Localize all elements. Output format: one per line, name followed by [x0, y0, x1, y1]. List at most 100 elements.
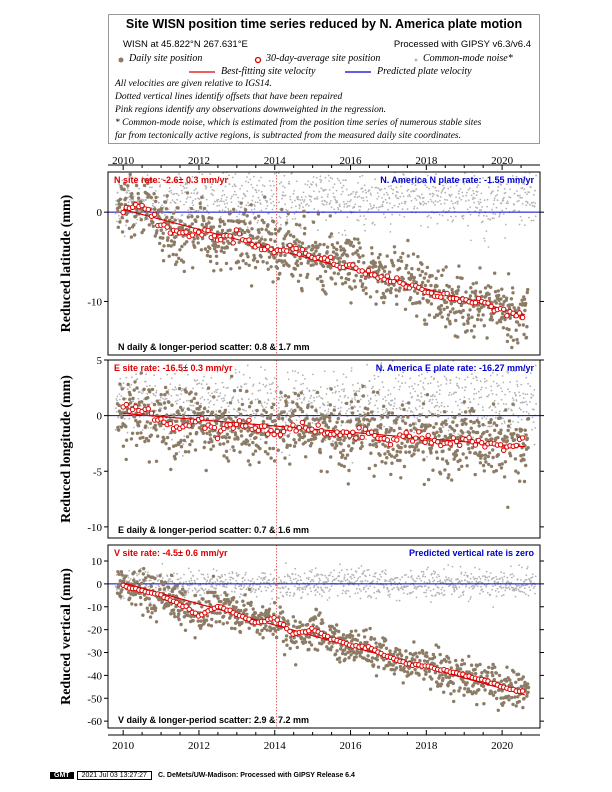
common-mode-point: [325, 219, 328, 222]
daily-position-point: [295, 402, 299, 406]
daily-position-point: [471, 304, 476, 309]
common-mode-point: [189, 213, 192, 216]
daily-position-point: [499, 297, 503, 301]
common-mode-point: [154, 385, 157, 387]
daily-position-point: [345, 401, 349, 406]
common-mode-point: [185, 201, 188, 204]
common-mode-point: [434, 200, 437, 203]
common-mode-point: [215, 199, 218, 202]
legend-avg-label: 30-day-average site position: [266, 53, 381, 64]
common-mode-point: [364, 229, 366, 232]
common-mode-point: [155, 391, 158, 394]
common-mode-point: [173, 192, 176, 195]
common-mode-point: [319, 178, 321, 181]
daily-position-point: [257, 230, 261, 235]
common-mode-point: [375, 572, 377, 574]
common-mode-point: [422, 200, 424, 203]
common-mode-point: [318, 395, 321, 398]
common-mode-point: [278, 576, 280, 579]
common-mode-point: [284, 585, 287, 588]
common-mode-point: [237, 573, 240, 576]
common-mode-point: [226, 401, 229, 404]
daily-position-point: [425, 393, 430, 397]
common-mode-point: [420, 395, 423, 398]
daily-position-point: [169, 467, 173, 472]
daily-position-point: [429, 302, 434, 306]
common-mode-point: [517, 421, 519, 424]
common-mode-point: [479, 345, 481, 347]
common-mode-point: [204, 185, 207, 187]
common-mode-point: [185, 363, 188, 366]
common-mode-point: [394, 397, 396, 400]
common-mode-point: [245, 383, 248, 385]
daily-position-point: [461, 452, 465, 456]
common-mode-point: [321, 203, 324, 205]
daily-position-point: [200, 236, 205, 241]
daily-position-point: [146, 181, 150, 186]
daily-position-point: [525, 325, 529, 329]
daily-position-point: [347, 444, 351, 448]
daily-position-point: [284, 400, 288, 405]
common-mode-point: [413, 416, 416, 418]
daily-position-point: [447, 447, 451, 451]
common-mode-point: [166, 199, 169, 201]
common-mode-point: [502, 417, 504, 420]
daily-position-point: [233, 437, 237, 441]
daily-position-point: [448, 435, 452, 440]
daily-position-point: [361, 394, 366, 398]
common-mode-point: [287, 575, 289, 578]
common-mode-point: [317, 586, 320, 589]
daily-position-point: [162, 437, 166, 441]
common-mode-point: [175, 402, 178, 405]
daily-position-point: [499, 428, 503, 432]
daily-position-point: [158, 241, 162, 246]
common-mode-point: [175, 192, 178, 195]
common-mode-point: [375, 597, 378, 600]
common-mode-point: [200, 402, 202, 405]
average-position-point: [453, 438, 460, 444]
daily-position-point: [323, 269, 328, 274]
common-mode-point: [139, 579, 142, 581]
common-mode-point: [349, 575, 352, 578]
daily-position-point: [297, 438, 301, 442]
common-mode-point: [450, 393, 453, 396]
common-mode-point: [328, 189, 331, 191]
common-mode-point: [395, 194, 397, 197]
daily-position-point: [134, 183, 139, 188]
daily-position-point: [179, 438, 183, 443]
common-mode-point: [260, 190, 263, 193]
common-mode-point: [392, 422, 395, 425]
daily-position-point: [472, 335, 476, 339]
daily-position-point: [139, 371, 143, 375]
common-mode-point: [267, 586, 269, 589]
common-mode-point: [308, 390, 311, 393]
common-mode-point: [457, 433, 460, 435]
daily-position-point: [418, 301, 422, 305]
common-mode-point: [212, 194, 215, 197]
daily-position-point: [251, 452, 255, 456]
daily-position-point: [193, 245, 197, 249]
common-mode-point: [291, 201, 294, 204]
common-mode-point: [188, 182, 191, 185]
common-mode-point: [191, 176, 194, 178]
common-mode-point: [145, 584, 148, 587]
common-mode-point: [385, 580, 388, 582]
common-mode-point: [130, 376, 133, 379]
common-mode-point: [138, 416, 141, 418]
common-mode-point: [209, 578, 212, 581]
daily-position-point: [336, 272, 340, 276]
common-mode-point: [345, 412, 347, 415]
common-mode-point: [118, 393, 121, 395]
common-mode-point: [270, 189, 273, 192]
daily-position-point: [482, 469, 486, 473]
common-mode-point: [518, 223, 521, 226]
common-mode-point: [279, 399, 282, 401]
site-rate-label: E site rate: -16.5± 0.3 mm/yr: [114, 363, 233, 373]
daily-position-point: [463, 417, 467, 421]
common-mode-point: [430, 375, 433, 378]
common-mode-point: [174, 202, 177, 205]
common-mode-point: [350, 367, 353, 369]
common-mode-point: [173, 180, 175, 182]
daily-position-point: [406, 415, 410, 419]
common-mode-point: [519, 394, 521, 397]
